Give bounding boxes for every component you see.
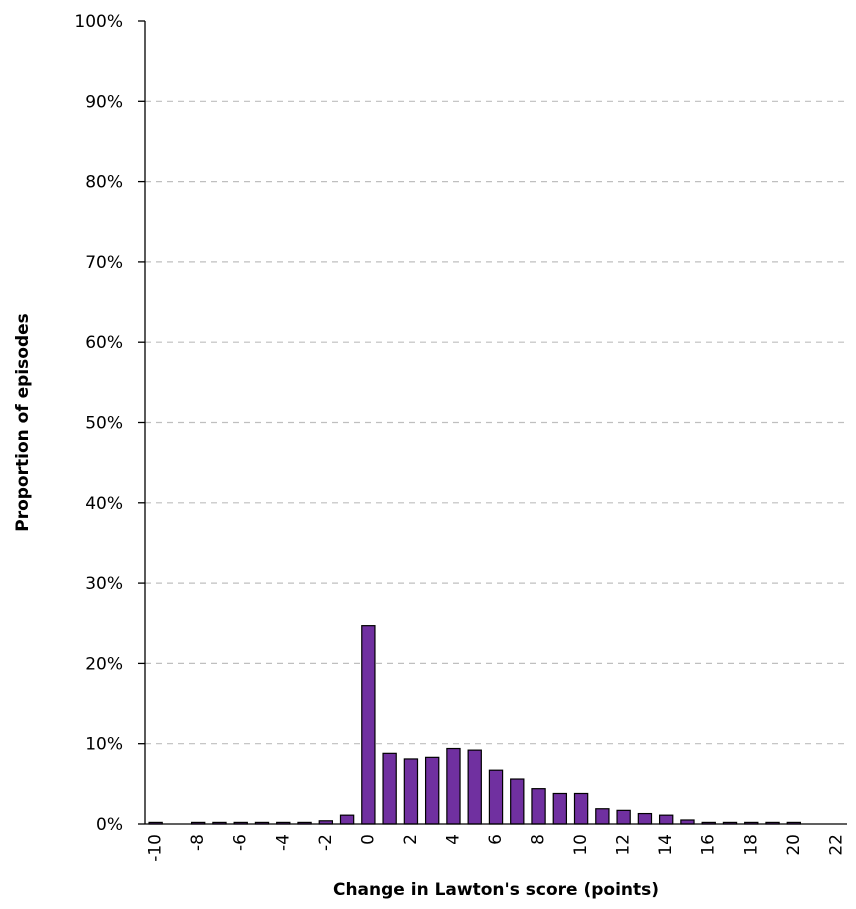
bar	[361, 625, 376, 825]
y-tick-label: 50%	[85, 414, 123, 434]
x-tick-label: 18	[741, 834, 761, 856]
bar	[531, 788, 546, 825]
x-tick-label: 4	[443, 834, 463, 845]
bar	[510, 778, 525, 825]
gridlines	[145, 100, 847, 745]
y-tick-label: 30%	[85, 574, 123, 594]
y-tick-label: 90%	[85, 92, 123, 112]
bars	[148, 625, 802, 825]
y-tick-labels: 0% 10% 20% 30% 40% 50% 60% 70% 80% 90% 100%	[74, 12, 123, 835]
y-tick-label: 0%	[96, 815, 123, 835]
y-tick-label: 80%	[85, 173, 123, 193]
bar	[446, 747, 461, 825]
x-tick-label: 6	[486, 834, 506, 845]
bar	[424, 756, 440, 825]
x-tick-label: 14	[656, 834, 676, 856]
y-tick-label: 100%	[74, 12, 123, 32]
y-tick-label: 20%	[85, 654, 123, 674]
y-axis-title: Proportion of episodes	[13, 313, 33, 532]
y-tick-label: 10%	[85, 735, 123, 755]
bar	[595, 808, 610, 825]
x-tick-label: 0	[358, 834, 378, 845]
bar	[658, 814, 674, 825]
bar	[403, 758, 419, 825]
x-tick-label: 2	[401, 834, 421, 845]
bar	[573, 792, 589, 825]
x-tick-label: -6	[231, 834, 251, 851]
bar	[637, 812, 653, 825]
bar	[552, 792, 568, 825]
x-tick-label: -4	[273, 834, 293, 851]
bar	[467, 749, 482, 825]
x-tick-label: 20	[784, 834, 804, 856]
x-tick-label: -10	[146, 834, 166, 862]
x-tick-labels: -10 -8 -6 -4 -2 0 2 4 6 8 10 12 14 16 18 20 22	[146, 834, 847, 862]
x-tick-label: 10	[571, 834, 591, 856]
y-tick-label: 70%	[85, 253, 123, 273]
x-tick-label: -2	[316, 834, 336, 851]
x-tick-label: 8	[529, 834, 549, 845]
x-axis-title: Change in Lawton's score (points)	[333, 880, 659, 900]
bar	[616, 809, 631, 825]
bar	[339, 814, 355, 825]
x-tick-label: 12	[614, 834, 634, 856]
y-tick-label: 60%	[85, 333, 123, 353]
x-tick-label: 16	[699, 834, 719, 856]
x-tick-label: 22	[826, 834, 846, 856]
y-tick-label: 40%	[85, 494, 123, 514]
axes	[138, 20, 847, 825]
bar	[382, 752, 397, 825]
bar	[488, 769, 504, 825]
x-tick-label: -8	[188, 834, 208, 851]
